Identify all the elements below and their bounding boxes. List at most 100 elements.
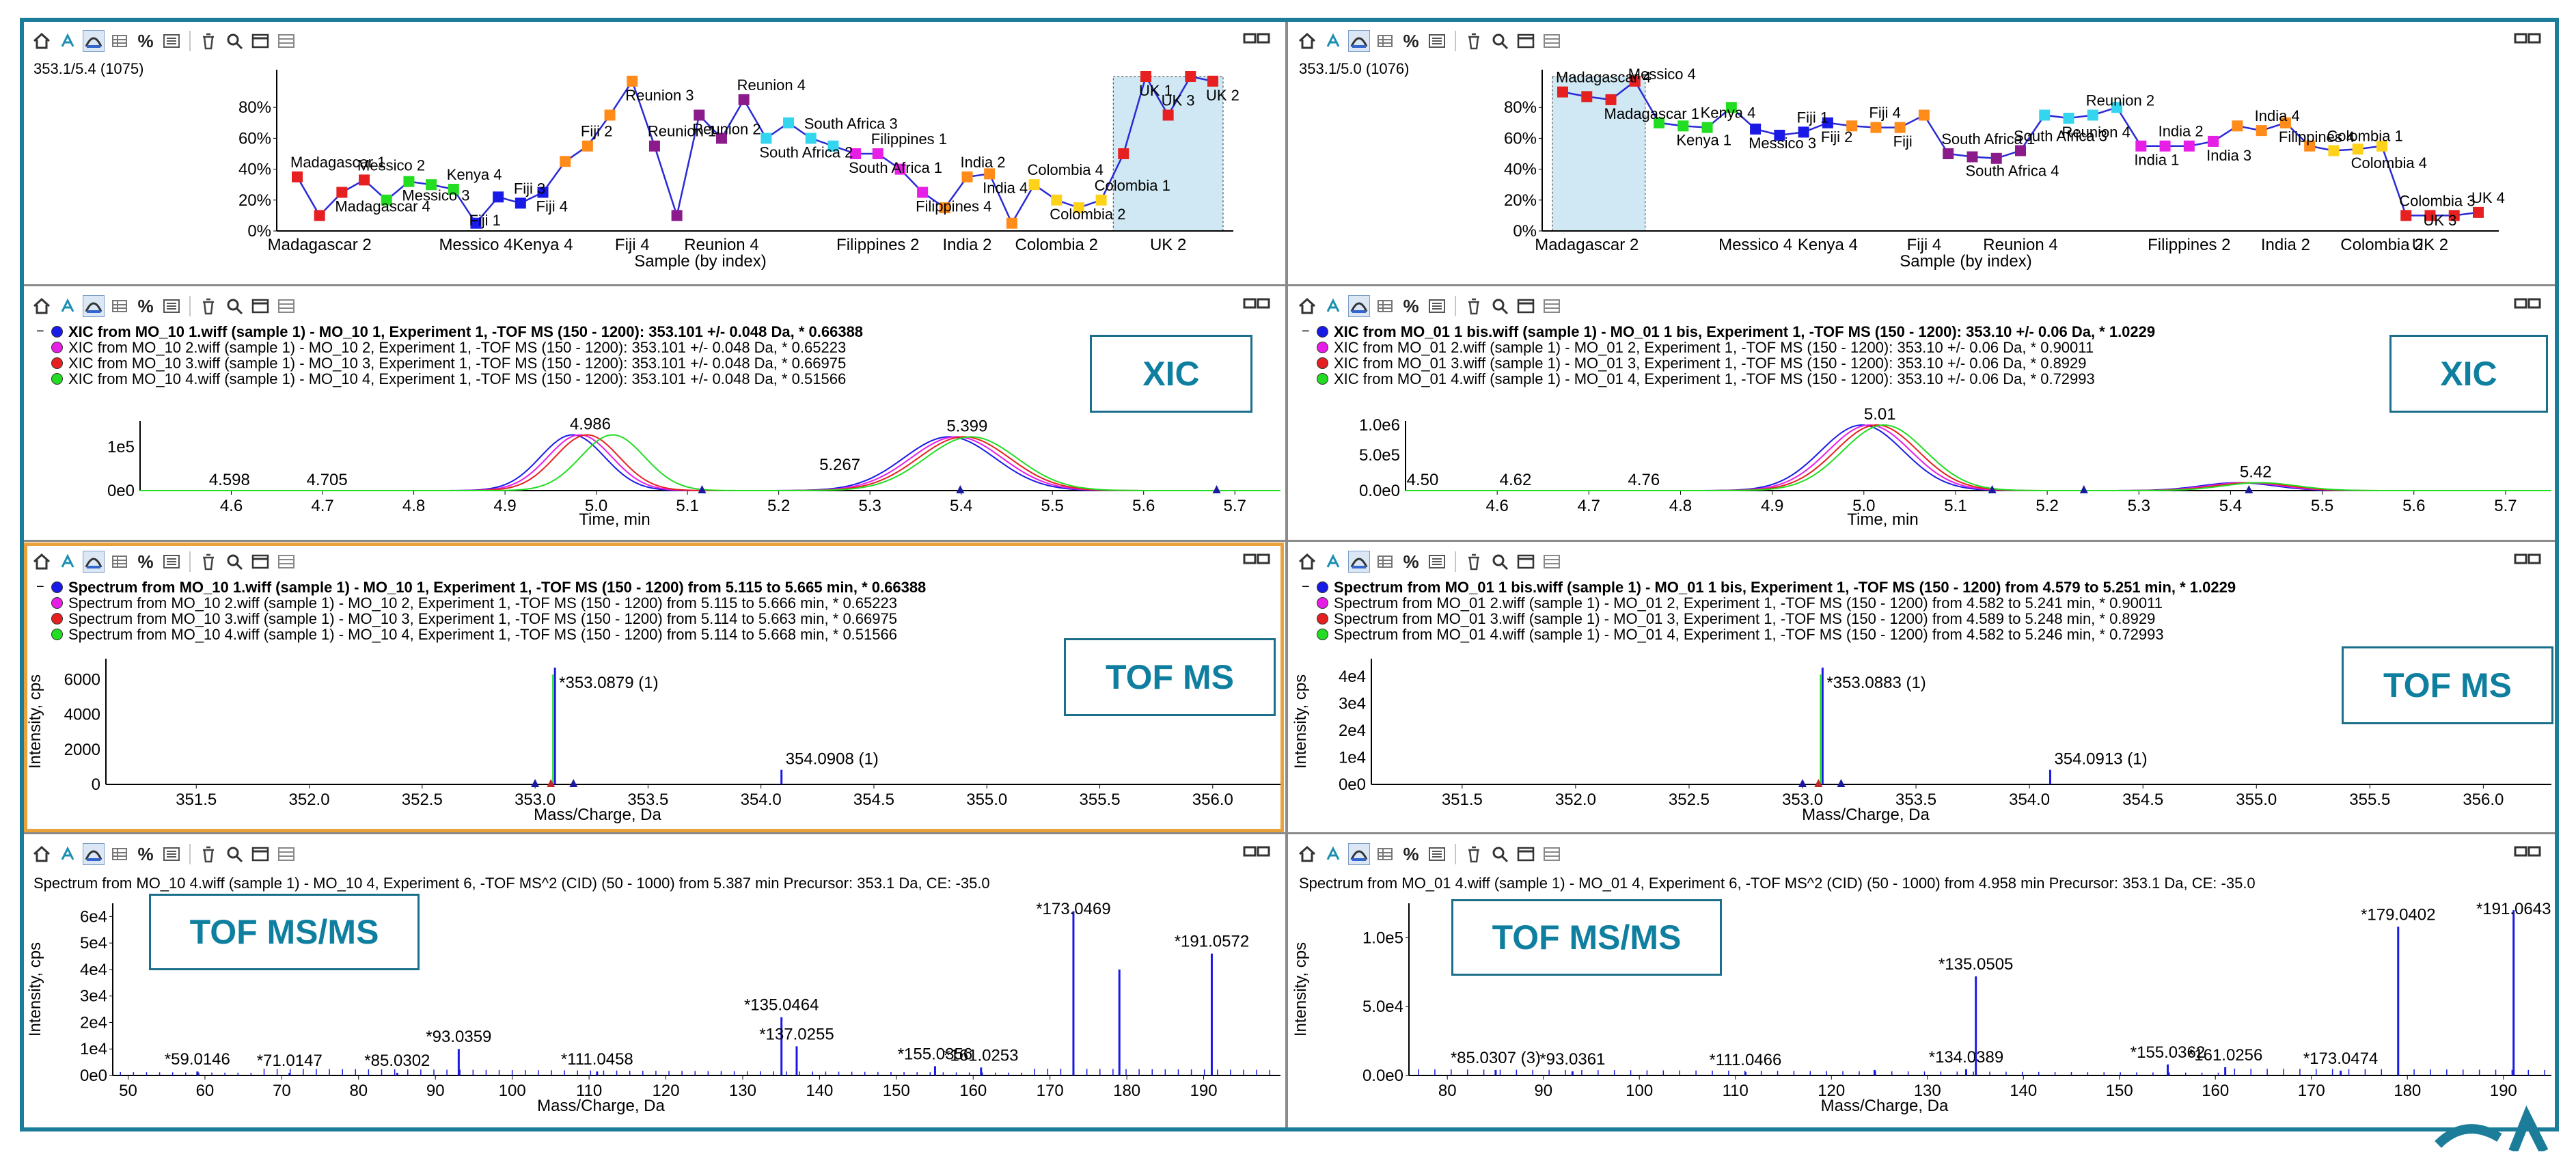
data-point[interactable] <box>1870 122 1882 133</box>
table-button[interactable] <box>1374 30 1396 52</box>
range-marker[interactable] <box>1988 485 1997 493</box>
data-point[interactable] <box>1967 151 1978 163</box>
data-point[interactable] <box>850 148 862 159</box>
peak-button[interactable] <box>1348 295 1370 317</box>
data-point[interactable] <box>2208 135 2219 147</box>
data-point[interactable] <box>2256 125 2267 137</box>
collapse-icon[interactable]: − <box>36 324 44 339</box>
window-button[interactable] <box>249 30 271 52</box>
tof-ms-chart[interactable]: 351.5 352.0 352.5 353.0 353.5 354.0 354.5 355.0… <box>1289 543 2555 832</box>
data-point[interactable] <box>2400 210 2412 221</box>
selection-highlight[interactable] <box>1552 76 1646 232</box>
table-button[interactable] <box>1374 551 1396 573</box>
tof-ms-panel-left[interactable]: % − Spectrum from MO_10 1.wiff (sample 1) … <box>24 543 1284 832</box>
range-marker[interactable] <box>569 779 578 787</box>
data-point[interactable] <box>314 210 325 221</box>
tof-msms-panel-right[interactable]: % Spectrum from MO_01 4.wiff (sample 1) -… <box>1289 835 2555 1127</box>
table-button[interactable] <box>109 551 131 573</box>
table-button[interactable] <box>109 295 131 317</box>
range-marker[interactable] <box>2245 485 2253 493</box>
data-point[interactable] <box>1918 109 1930 121</box>
search-button[interactable] <box>223 295 245 317</box>
vertical-splitter[interactable] <box>1285 22 1288 1127</box>
zoom-tool-button[interactable] <box>57 295 79 317</box>
data-point[interactable] <box>1990 152 2002 164</box>
data-point[interactable] <box>1095 194 1107 206</box>
home-button[interactable] <box>31 30 53 52</box>
msms-chart[interactable]: 80 90 100 110 120 130 140 150 160 170 180 190 0.0e0 5… <box>1289 835 2555 1127</box>
data-point[interactable] <box>1677 120 1689 132</box>
delete-button[interactable] <box>197 551 219 573</box>
data-point[interactable] <box>581 140 593 152</box>
data-point[interactable] <box>805 133 817 144</box>
data-point[interactable] <box>515 197 526 209</box>
window-button[interactable] <box>1515 295 1537 317</box>
data-point[interactable] <box>292 171 303 182</box>
peak-button[interactable] <box>1348 30 1370 52</box>
link-icon[interactable] <box>2514 295 2541 312</box>
delete-button[interactable] <box>1463 30 1485 52</box>
data-point[interactable] <box>1073 202 1084 214</box>
data-point[interactable] <box>1006 217 1017 229</box>
data-point[interactable] <box>2087 109 2098 121</box>
horizontal-splitter-2[interactable] <box>24 540 2555 542</box>
legend-item[interactable]: Spectrum from MO_01 4.wiff (sample 1) - … <box>1317 627 2236 642</box>
xic-panel-right[interactable]: % − XIC from MO_01 1 bis.wiff (sample 1) -… <box>1289 287 2555 540</box>
data-point[interactable] <box>1822 117 1833 128</box>
delete-button[interactable] <box>197 295 219 317</box>
legend-item[interactable]: Spectrum from MO_10 4.wiff (sample 1) - … <box>51 627 926 642</box>
window-alt-button[interactable] <box>275 30 297 52</box>
window-alt-button[interactable] <box>1541 295 1563 317</box>
data-point[interactable] <box>2352 143 2363 155</box>
data-point[interactable] <box>2183 140 2195 152</box>
window-button[interactable] <box>1515 551 1537 573</box>
collapse-icon[interactable]: − <box>1302 579 1310 594</box>
data-point[interactable] <box>1207 75 1218 87</box>
peak-button[interactable] <box>83 30 105 52</box>
percent-button[interactable]: % <box>135 843 156 865</box>
delete-button[interactable] <box>1463 551 1485 573</box>
data-point[interactable] <box>2111 102 2123 113</box>
zoom-tool-button[interactable] <box>57 843 79 865</box>
percent-button[interactable]: % <box>1400 295 1422 317</box>
link-icon[interactable] <box>1243 30 1270 46</box>
data-point[interactable] <box>336 187 348 198</box>
data-point[interactable] <box>493 191 504 203</box>
search-button[interactable] <box>1489 295 1511 317</box>
data-point[interactable] <box>827 140 839 152</box>
data-point[interactable] <box>1725 102 1737 113</box>
search-button[interactable] <box>1489 843 1511 865</box>
link-icon[interactable] <box>2514 843 2541 860</box>
window-alt-button[interactable] <box>275 551 297 573</box>
collapse-icon[interactable]: − <box>1302 324 1310 339</box>
data-point[interactable] <box>1894 122 1906 133</box>
list-button[interactable] <box>161 30 182 52</box>
data-point[interactable] <box>715 133 727 144</box>
data-point[interactable] <box>1557 86 1568 98</box>
data-point[interactable] <box>1798 126 1809 138</box>
data-point[interactable] <box>1118 148 1129 159</box>
zoom-tool-button[interactable] <box>57 30 79 52</box>
window-button[interactable] <box>1515 843 1537 865</box>
data-point[interactable] <box>2473 206 2484 218</box>
zoom-tool-button[interactable] <box>1322 295 1344 317</box>
peak-button[interactable] <box>83 843 105 865</box>
data-point[interactable] <box>1701 122 1713 133</box>
list-button[interactable] <box>1426 551 1448 573</box>
list-button[interactable] <box>1426 843 1448 865</box>
percent-button[interactable]: % <box>1400 30 1422 52</box>
list-button[interactable] <box>1426 295 1448 317</box>
data-point[interactable] <box>2376 140 2387 152</box>
home-button[interactable] <box>31 843 53 865</box>
link-icon[interactable] <box>1243 843 1270 860</box>
table-button[interactable] <box>1374 843 1396 865</box>
data-point[interactable] <box>604 109 616 121</box>
data-point[interactable] <box>2015 145 2026 156</box>
data-point[interactable] <box>648 140 660 152</box>
percent-button[interactable]: % <box>1400 551 1422 573</box>
data-point[interactable] <box>403 176 415 187</box>
range-marker[interactable] <box>2079 485 2088 493</box>
window-alt-button[interactable] <box>1541 30 1563 52</box>
delete-button[interactable] <box>1463 295 1485 317</box>
window-button[interactable] <box>249 551 271 573</box>
